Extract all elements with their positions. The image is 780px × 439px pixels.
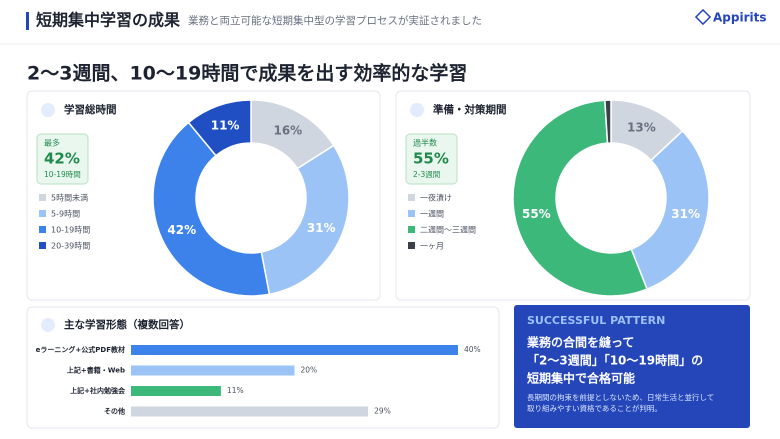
legend-label: 一ヶ月 bbox=[420, 242, 444, 251]
bar bbox=[131, 386, 221, 396]
title-icon bbox=[41, 318, 55, 332]
headline: 2〜3週間、10〜19時間で成果を出す効率的な学習 bbox=[27, 62, 467, 85]
legend-swatch bbox=[39, 226, 46, 233]
legend-label: 5時間未満 bbox=[51, 193, 88, 203]
legend-swatch bbox=[39, 242, 46, 249]
logo-icon bbox=[694, 8, 712, 26]
highlight-box bbox=[36, 133, 89, 185]
legend-swatch bbox=[408, 210, 415, 217]
card-title: 学習総時間 bbox=[64, 103, 117, 116]
header-title: 短期集中学習の成果 bbox=[36, 11, 180, 30]
bar-category: eラーニング+公式PDF教材 bbox=[36, 345, 125, 354]
pie-slice bbox=[630, 129, 710, 291]
pattern-body: 長期間の拘束を前提としないため、日常生活と並行して bbox=[527, 392, 714, 402]
title-bar bbox=[26, 12, 29, 30]
highlight-category: 10-19時間 bbox=[44, 170, 81, 179]
highlight-label: 過半数 bbox=[413, 138, 437, 148]
title-icon bbox=[41, 103, 55, 117]
bar bbox=[131, 406, 369, 417]
legend-label: 二週間〜三週間 bbox=[420, 226, 476, 235]
header-subtitle: 業務と両立可能な短期集中型の学習プロセスが実証されました bbox=[188, 14, 482, 27]
bar-value: 20% bbox=[301, 366, 318, 375]
legend-swatch bbox=[408, 242, 415, 249]
pattern-line: 「2〜3週間」「10〜19時間」の bbox=[527, 353, 703, 368]
bar-category: 上記+書籍・Web bbox=[67, 366, 125, 375]
bar-value: 29% bbox=[374, 407, 391, 416]
pie-slice bbox=[512, 99, 649, 297]
pie-slice bbox=[260, 144, 350, 296]
legend-swatch bbox=[408, 226, 415, 233]
bar-category: 上記+社内勉強会 bbox=[70, 386, 126, 395]
slice-label: 31% bbox=[307, 221, 336, 235]
card-title: 準備・対策期間 bbox=[433, 103, 507, 116]
legend-label: 一夜漬け bbox=[420, 193, 452, 203]
bar bbox=[131, 345, 458, 355]
slice-label: 13% bbox=[627, 120, 656, 134]
pie-slice bbox=[152, 121, 271, 297]
highlight-box bbox=[405, 133, 458, 185]
slice-label: 16% bbox=[273, 123, 302, 137]
highlight-category: 2-3週間 bbox=[413, 170, 440, 179]
pattern-line: 業務の合間を縫って bbox=[526, 335, 634, 350]
pie-slice bbox=[604, 99, 612, 144]
highlight-value: 42% bbox=[44, 150, 80, 168]
legend-label: 5-9時間 bbox=[51, 210, 80, 219]
legend-swatch bbox=[408, 194, 415, 201]
bar-value: 40% bbox=[464, 345, 481, 354]
pattern-card bbox=[514, 305, 750, 428]
slice-label: 55% bbox=[522, 207, 551, 221]
slice-label: 11% bbox=[211, 119, 240, 133]
bar bbox=[131, 365, 295, 376]
pattern-tag: SUCCESSFUL PATTERN bbox=[527, 314, 665, 327]
bar-value: 11% bbox=[227, 386, 244, 395]
legend-swatch bbox=[39, 210, 46, 217]
legend-label: 10-19時間 bbox=[51, 226, 90, 235]
logo: Appirits bbox=[713, 11, 767, 25]
pattern-body: 取り組みやすい資格であることが判明。 bbox=[527, 403, 662, 413]
legend-label: 一週間 bbox=[420, 210, 444, 219]
bar-category: その他 bbox=[104, 407, 125, 416]
pie-slice bbox=[187, 99, 252, 157]
highlight-label: 最多 bbox=[44, 138, 60, 148]
legend-swatch bbox=[39, 194, 46, 201]
legend-label: 20-39時間 bbox=[51, 242, 90, 251]
pattern-line: 短期集中で合格可能 bbox=[527, 371, 635, 386]
title-icon bbox=[410, 103, 424, 117]
slice-label: 42% bbox=[167, 223, 196, 237]
slice-label: 31% bbox=[671, 207, 700, 221]
highlight-value: 55% bbox=[413, 150, 449, 168]
card-title: 主な学習形態（複数回答） bbox=[64, 318, 190, 331]
